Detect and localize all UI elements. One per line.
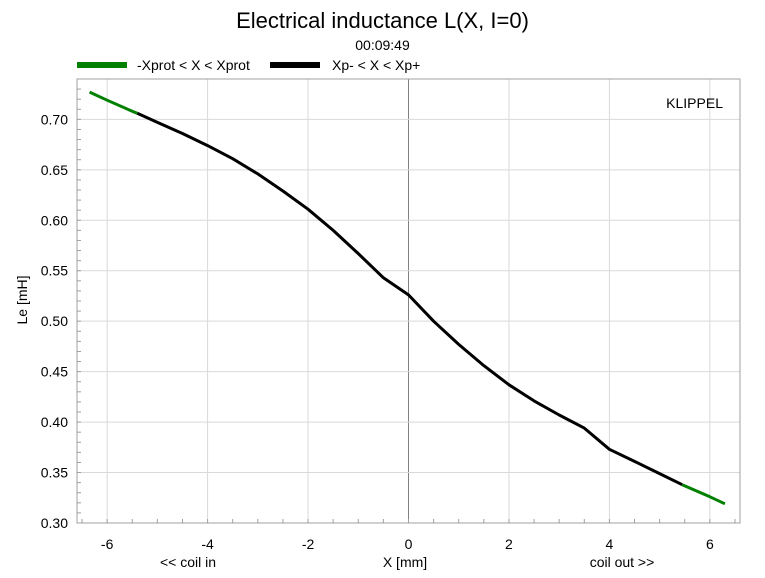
x-axis-label: X [mm] — [383, 554, 427, 570]
series-line-2 — [681, 483, 726, 506]
y-tick-label: 0.55 — [41, 263, 68, 279]
x-tick-label: 4 — [606, 536, 614, 552]
legend-swatch-black — [270, 62, 320, 68]
x-annotation-coil-in: << coil in — [160, 554, 216, 570]
y-tick-label: 0.40 — [41, 414, 68, 430]
klippel-watermark: KLIPPEL — [666, 95, 723, 111]
timestamp: 00:09:49 — [355, 37, 410, 53]
x-annotation-coil-out: coil out >> — [590, 554, 655, 570]
series-lines — [88, 90, 726, 506]
x-tick-label: 0 — [405, 536, 413, 552]
y-tick-label: 0.45 — [41, 364, 68, 380]
series-line-1 — [136, 111, 683, 487]
plot-frame — [76, 78, 741, 524]
x-tick-label: 6 — [706, 536, 714, 552]
y-tick-label: 0.50 — [41, 313, 68, 329]
x-tick-label: -2 — [302, 536, 315, 552]
y-axis-label: Le [mH] — [14, 275, 30, 324]
y-tick-label: 0.65 — [41, 162, 68, 178]
x-tick-label: -6 — [101, 536, 114, 552]
chart-title: Electrical inductance L(X, I=0) — [236, 8, 529, 33]
legend-swatch-green — [77, 62, 127, 68]
legend-label-displacement: Xp- < X < Xp+ — [332, 57, 421, 73]
minor-ticks — [77, 78, 736, 524]
y-tick-labels: 0.30 0.35 0.40 0.45 0.50 0.55 0.60 0.65 0.70 — [41, 111, 68, 531]
y-tick-label: 0.70 — [41, 111, 68, 127]
x-tick-label: 2 — [505, 536, 513, 552]
x-tick-label: -4 — [201, 536, 214, 552]
y-tick-label: 0.60 — [41, 212, 68, 228]
x-tick-labels: -6 -4 -2 0 2 4 6 — [101, 536, 714, 552]
series-line-0 — [88, 90, 138, 115]
y-tick-label: 0.30 — [41, 515, 68, 531]
grid — [77, 79, 740, 524]
legend-label-protected: -Xprot < X < Xprot — [137, 57, 250, 73]
y-tick-label: 0.35 — [41, 465, 68, 481]
